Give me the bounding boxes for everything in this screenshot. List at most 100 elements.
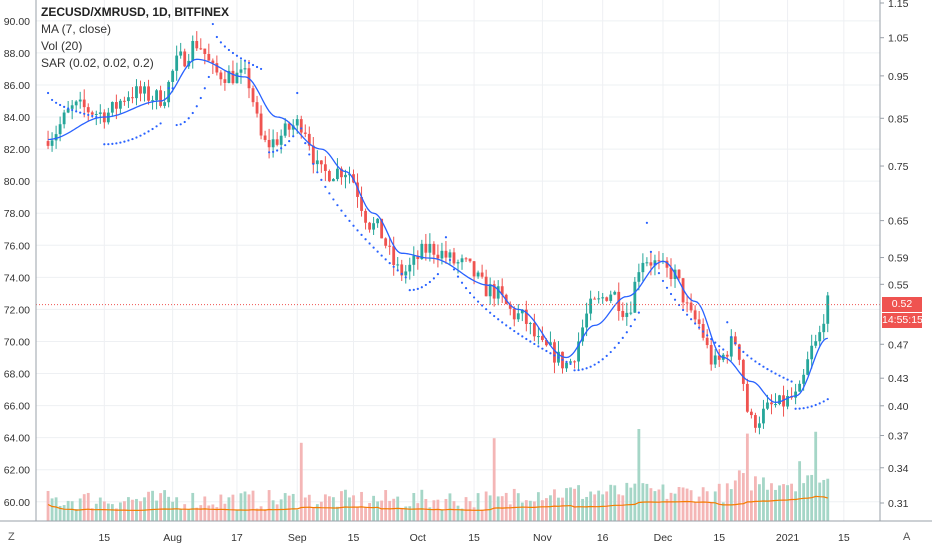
candle-down xyxy=(319,160,323,165)
sar-dot xyxy=(649,250,653,253)
x-tick-label: 17 xyxy=(231,532,243,544)
volume-bar xyxy=(211,504,215,521)
sar-dot xyxy=(376,250,379,253)
candle-down xyxy=(183,51,187,67)
sar-dot xyxy=(135,136,138,139)
candle-down xyxy=(207,54,211,61)
volume-bar xyxy=(384,490,388,521)
sar-dot xyxy=(569,362,572,365)
volume-bar xyxy=(625,482,629,521)
candle-down xyxy=(770,402,773,405)
volume-bar xyxy=(380,500,384,521)
candle-up xyxy=(412,255,416,265)
sar-dot xyxy=(472,296,476,299)
candle-up xyxy=(155,90,158,101)
left-axis-ticks: 60.00 62.00 64.00 66.00 68.00 70.00 72.00 74.00… xyxy=(4,16,30,509)
volume-bar xyxy=(46,490,50,521)
volume-bar xyxy=(74,509,78,521)
sar-dot xyxy=(814,403,817,407)
volume-bar xyxy=(199,505,203,521)
sar-dot xyxy=(272,150,275,153)
x-tick-label: 15 xyxy=(713,532,725,544)
left-tick-label: 76.00 xyxy=(4,240,30,252)
sar-dot xyxy=(54,101,58,104)
candle-up xyxy=(151,100,154,102)
candle-up xyxy=(520,309,524,314)
volume-bar xyxy=(701,487,705,521)
sar-dot xyxy=(432,277,435,280)
sar-dot xyxy=(259,67,263,71)
volume-bar xyxy=(275,504,279,521)
candle-down xyxy=(524,309,528,324)
volume-bar xyxy=(484,491,488,521)
right-tick-label: 0.55 xyxy=(888,279,909,291)
volume-bar xyxy=(557,497,560,521)
volume-bar xyxy=(512,488,516,521)
sar-dot xyxy=(734,342,737,345)
candle-down xyxy=(669,267,673,280)
sar-dot xyxy=(147,130,150,133)
candle-down xyxy=(733,336,737,345)
volume-bar xyxy=(766,489,769,521)
right-tick-label: 0.34 xyxy=(888,463,909,475)
sar-dot xyxy=(292,135,295,138)
left-tick-label: 90.00 xyxy=(4,16,30,28)
sar-dot xyxy=(155,125,158,128)
sar-dot xyxy=(573,369,576,372)
sar-dots xyxy=(46,22,829,410)
legend-symbol[interactable]: ZECUSD/XMRUSD, 1D, BITFINEX xyxy=(41,5,230,19)
volume-bar xyxy=(90,508,94,521)
volume-bar xyxy=(637,429,641,521)
sar-dot xyxy=(746,354,749,357)
sar-dot xyxy=(352,224,355,227)
sar-dot xyxy=(710,337,713,341)
volume-bar xyxy=(179,508,183,521)
x-tick-label: Dec xyxy=(654,532,673,544)
left-tick-label: 82.00 xyxy=(4,144,30,156)
volume-bar xyxy=(524,500,528,521)
candle-up xyxy=(291,125,295,130)
candle-down xyxy=(263,135,267,140)
candle-down xyxy=(323,164,327,171)
candle-up xyxy=(332,179,335,182)
candle-up xyxy=(62,112,66,125)
sar-dot xyxy=(456,275,460,278)
volume-bar xyxy=(585,496,589,521)
right-tick-label: 0.85 xyxy=(888,113,909,125)
right-tick-label: 0.75 xyxy=(888,161,909,173)
volume-bar xyxy=(665,498,669,521)
legend-vol[interactable]: Vol (20) xyxy=(41,39,83,53)
candle-up xyxy=(565,362,568,369)
sar-dot xyxy=(296,91,299,95)
candle-up xyxy=(713,355,717,365)
candle-down xyxy=(203,48,207,55)
legend-sar[interactable]: SAR (0.02, 0.02, 0.2) xyxy=(41,56,154,70)
sar-dot xyxy=(175,123,178,127)
candle-up xyxy=(279,135,283,145)
sar-dot xyxy=(702,330,705,333)
volume-bar xyxy=(344,489,347,521)
sar-dot xyxy=(738,346,741,350)
sar-dot xyxy=(637,311,640,314)
sar-dot xyxy=(424,283,427,287)
sar-dot xyxy=(83,112,86,115)
sar-dot xyxy=(481,304,484,307)
volume-bar xyxy=(123,501,126,521)
last-price-tag: 0.52 xyxy=(882,297,922,312)
candle-down xyxy=(480,272,484,277)
volume-bar xyxy=(448,493,452,521)
candle-up xyxy=(440,250,444,259)
volume-bar xyxy=(303,497,307,521)
volume-bar xyxy=(151,490,154,521)
volume-bar xyxy=(139,501,142,521)
volume-bar xyxy=(770,483,773,521)
left-corner-label[interactable]: Z xyxy=(8,531,15,543)
legend-ma[interactable]: MA (7, close) xyxy=(41,22,112,36)
volume-bar xyxy=(255,508,259,521)
auto-scale-button[interactable]: A xyxy=(903,531,911,543)
sar-dot xyxy=(139,134,142,137)
volume-bar xyxy=(545,498,548,521)
candle-up xyxy=(786,396,789,407)
volume-bar xyxy=(488,495,492,521)
